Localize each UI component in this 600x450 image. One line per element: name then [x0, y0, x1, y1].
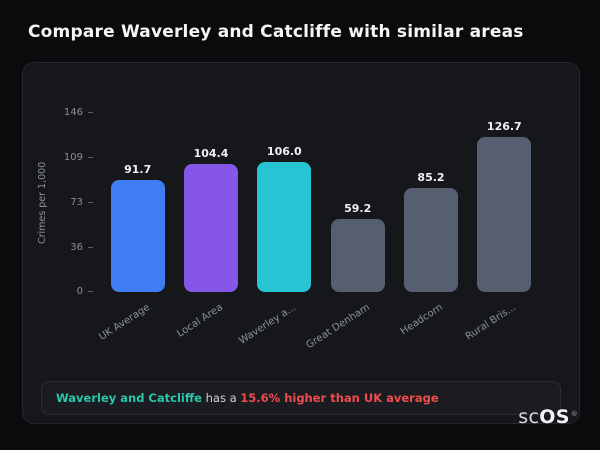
y-axis-tick-label: 146 — [63, 107, 83, 118]
y-axis-tick-label: 109 — [63, 152, 83, 164]
bar-value-label: 104.4 — [193, 147, 229, 160]
y-axis-tick-mark — [88, 246, 93, 248]
chart-card: Crimes per 1,000 146 109 73 36 0 91.7 UK Avera… — [22, 62, 580, 424]
callout-area-name: Waverley and Catcliffe — [56, 391, 202, 405]
bar-uk-average[interactable] — [110, 179, 165, 292]
y-axis-tick: 0 — [23, 286, 93, 297]
registered-trademark-icon: ® — [570, 409, 578, 418]
bar-headcorn[interactable] — [404, 187, 458, 292]
page-title: Compare Waverley and Catcliffe with simi… — [28, 22, 524, 42]
callout-connector-text: has a — [201, 391, 241, 405]
plot-area: 146 109 73 36 0 91.7 UK Average 104.4 Local Area… — [23, 63, 579, 423]
y-axis-tick-label: 73 — [70, 196, 83, 208]
bar-value-label: 91.7 — [124, 162, 152, 176]
y-axis-tick-label: 36 — [70, 241, 83, 253]
logo-text-sc: sc — [518, 406, 540, 428]
y-axis-tick: 109 — [23, 152, 93, 163]
bar-value-label: 85.2 — [417, 170, 445, 184]
callout-stat-text: 15.6% higher than UK average — [240, 391, 439, 405]
y-axis-tick: 73 — [23, 197, 93, 208]
bar-waverley-a[interactable] — [257, 162, 312, 292]
y-axis-tick-mark — [88, 291, 93, 292]
insight-callout: Waverley and Catcliffe has a 15.6% highe… — [41, 381, 561, 415]
bar-rural-bris[interactable] — [477, 136, 532, 292]
y-axis-tick-mark — [88, 112, 93, 113]
y-axis-tick-mark — [88, 157, 93, 159]
y-axis-tick: 146 — [23, 107, 93, 118]
y-axis-tick-label: 0 — [76, 286, 83, 297]
logo-text-os: OS — [539, 406, 570, 428]
bar-value-label: 106.0 — [266, 145, 302, 159]
scos-logo: scOS® — [518, 406, 578, 428]
bar-value-label: 59.2 — [344, 202, 372, 216]
bar-great-denham[interactable] — [330, 219, 385, 292]
bar-local-area[interactable] — [184, 164, 238, 292]
bar-value-label: 126.7 — [486, 119, 522, 133]
y-axis-tick: 36 — [23, 242, 93, 253]
y-axis-tick-mark — [88, 201, 93, 203]
